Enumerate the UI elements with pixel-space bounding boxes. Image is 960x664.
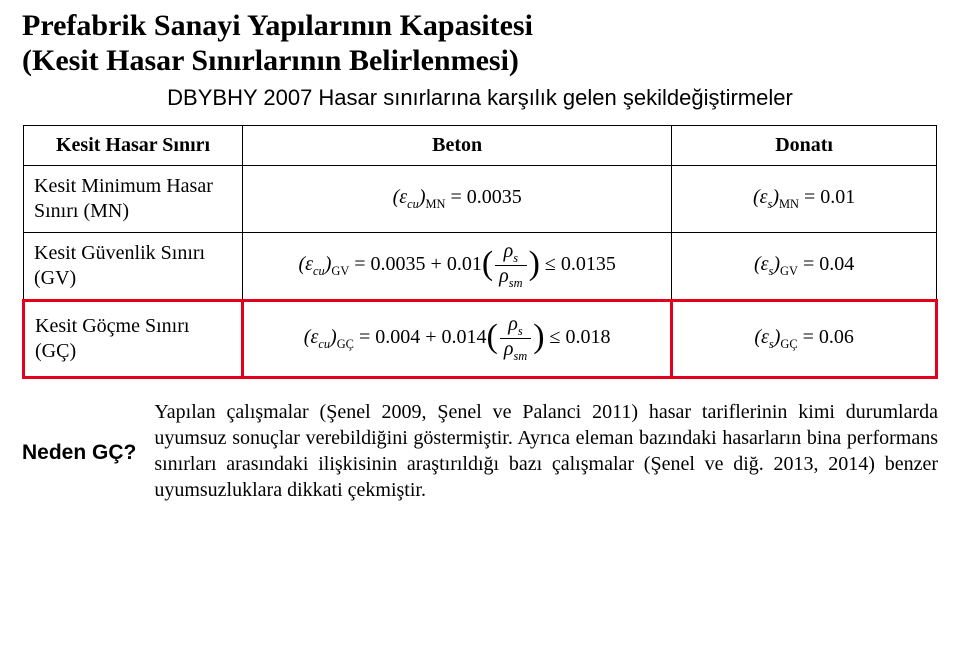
col-header-2: Beton bbox=[243, 125, 672, 165]
subtitle: DBYBHY 2007 Hasar sınırlarına karşılık g… bbox=[22, 85, 938, 111]
row-label: Kesit Güvenlik Sınırı (GV) bbox=[24, 232, 243, 300]
beton-formula-mn: (εcu)MN = 0.0035 bbox=[243, 165, 672, 232]
donati-formula-gc: (εs)GÇ = 0.06 bbox=[672, 300, 937, 377]
table-header-row: Kesit Hasar Sınırı Beton Donatı bbox=[24, 125, 937, 165]
row-label: Kesit Minimum Hasar Sınırı (MN) bbox=[24, 165, 243, 232]
table-row: Kesit Minimum Hasar Sınırı (MN) (εcu)MN … bbox=[24, 165, 937, 232]
bottom-section: Neden GÇ? Yapılan çalışmalar (Şenel 2009… bbox=[22, 399, 938, 503]
row-label: Kesit Göçme Sınırı (GÇ) bbox=[24, 300, 243, 377]
table-row-highlighted: Kesit Göçme Sınırı (GÇ) (εcu)GÇ = 0.004 … bbox=[24, 300, 937, 377]
title-line-1: Prefabrik Sanayi Yapılarının Kapasitesi bbox=[22, 9, 533, 42]
hasar-table: Kesit Hasar Sınırı Beton Donatı Kesit Mi… bbox=[22, 125, 938, 379]
table-row: Kesit Güvenlik Sınırı (GV) (εcu)GV = 0.0… bbox=[24, 232, 937, 300]
title-line-2: (Kesit Hasar Sınırlarının Belirlenmesi) bbox=[22, 44, 519, 77]
beton-formula-gc: (εcu)GÇ = 0.004 + 0.014(ρsρsm) ≤ 0.018 bbox=[243, 300, 672, 377]
donati-formula-mn: (εs)MN = 0.01 bbox=[672, 165, 937, 232]
explanatory-paragraph: Yapılan çalışmalar (Şenel 2009, Şenel ve… bbox=[154, 399, 938, 503]
donati-formula-gv: (εs)GV = 0.04 bbox=[672, 232, 937, 300]
col-header-1: Kesit Hasar Sınırı bbox=[24, 125, 243, 165]
beton-formula-gv: (εcu)GV = 0.0035 + 0.01(ρsρsm) ≤ 0.0135 bbox=[243, 232, 672, 300]
col-header-3: Donatı bbox=[672, 125, 937, 165]
neden-label: Neden GÇ? bbox=[22, 399, 136, 503]
page-title: Prefabrik Sanayi Yapılarının Kapasitesi … bbox=[22, 8, 938, 79]
